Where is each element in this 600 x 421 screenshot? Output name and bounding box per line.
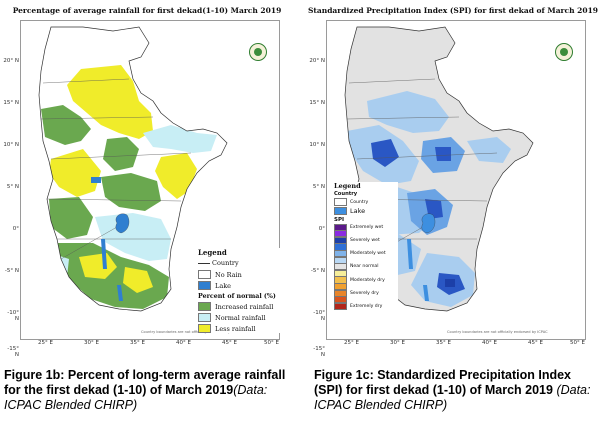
rainfall-legend: Legend Country No Rain Lake Percent of n… <box>198 248 280 333</box>
lat-label: -5° N <box>310 268 325 274</box>
left-figure-caption: Figure 1b: Percent of long-term average … <box>4 368 296 413</box>
rainfall-percent-map-panel: Percentage of average rainfall for first… <box>2 4 292 358</box>
less-swatch <box>198 324 211 333</box>
lon-label: 45° E <box>528 340 543 346</box>
lon-label: 25° E <box>344 340 359 346</box>
legend-row-normal: Normal rainfall <box>198 313 280 322</box>
lat-label: -10° N <box>7 310 19 322</box>
legend-row-increased: Increased rainfall <box>198 302 280 311</box>
legend-row-less: Less rainfall <box>198 324 280 333</box>
spi-legend: Legend Country Country Lake SPI Extremel… <box>334 182 398 311</box>
spi-class-swatch <box>334 302 347 311</box>
disclaimer: Country boundaries are not officially en… <box>141 330 242 334</box>
lon-label: 40° E <box>482 340 497 346</box>
legend-label: Normal rainfall <box>215 313 266 322</box>
spi-class-label: Severely dry <box>350 290 379 296</box>
legend-label: Less rainfall <box>215 324 256 333</box>
legend-row-country: Country <box>198 259 280 267</box>
lon-label: 45° E <box>222 340 237 346</box>
increased-swatch <box>198 302 211 311</box>
lat-label: 15° N <box>3 100 19 106</box>
legend-row-country: Country <box>334 198 398 206</box>
spi-class-label: Moderately wet <box>350 251 386 257</box>
map-title: Percentage of average rainfall for first… <box>12 6 282 15</box>
spi-class-label: Near normal <box>350 264 379 270</box>
spi-map-panel: Standardized Precipitation Index (SPI) f… <box>308 4 599 358</box>
legend-title: Legend <box>334 182 361 190</box>
map-frame: Country boundaries are not officially en… <box>20 20 280 340</box>
spi-class-label: Moderately dry <box>350 277 385 283</box>
lon-label: 30° E <box>84 340 99 346</box>
lake-swatch <box>334 207 347 215</box>
lon-label: 50° E <box>264 340 279 346</box>
lat-label: 0° <box>318 226 325 232</box>
country-line-swatch <box>198 262 210 264</box>
legend-label: Lake <box>350 207 366 215</box>
lat-label: 5° N <box>6 184 19 190</box>
lake-swatch <box>198 281 211 290</box>
lat-label: 15° N <box>309 100 325 106</box>
caption-note: (Data: ICPAC Blended CHIRP) <box>4 383 268 412</box>
country-swatch <box>334 198 347 206</box>
icpac-logo <box>555 43 573 61</box>
lon-label: 35° E <box>436 340 451 346</box>
legend-label: Country <box>212 259 239 267</box>
right-figure-caption: Figure 1c: Standardized Precipitation In… <box>314 368 598 413</box>
lat-label: 5° N <box>312 184 325 190</box>
lon-label: 40° E <box>176 340 191 346</box>
lat-label: 20° N <box>309 58 325 64</box>
lat-label: 20° N <box>3 58 19 64</box>
lon-label: 25° E <box>38 340 53 346</box>
legend-label: Increased rainfall <box>215 302 274 311</box>
spi-class-list: Extremely wet Severely wet Moderately wet N… <box>334 223 398 311</box>
spi-class-label: Extremely dry <box>350 303 383 309</box>
lat-label: -5° N <box>4 268 19 274</box>
lat-label: -15° N <box>7 346 19 358</box>
spi-header: SPI <box>334 217 345 223</box>
caption-text: Figure 1c: Standardized Precipitation In… <box>314 368 571 397</box>
legend-label: Lake <box>215 281 231 290</box>
percent-legend-title: Percent of normal (%) <box>198 293 276 300</box>
map-title: Standardized Precipitation Index (SPI) f… <box>308 6 599 15</box>
lon-label: 35° E <box>130 340 145 346</box>
legend-row-lake: Lake <box>198 281 280 290</box>
lon-label: 30° E <box>390 340 405 346</box>
lon-label: 50° E <box>570 340 585 346</box>
lat-label: 10° N <box>309 142 325 148</box>
icpac-logo <box>249 43 267 61</box>
country-header: Country <box>334 191 358 197</box>
lat-label: 10° N <box>3 142 19 148</box>
spi-class-label: Extremely wet <box>350 224 384 230</box>
normal-swatch <box>198 313 211 322</box>
lat-label: 0° <box>12 226 19 232</box>
lat-label: -15° N <box>313 346 325 358</box>
legend-row-no-rain: No Rain <box>198 270 280 279</box>
caption-text: Figure 1b: Percent of long-term average … <box>4 368 286 397</box>
legend-row-lake: Lake <box>334 207 398 215</box>
caption-note: (Data: ICPAC Blended CHIRP) <box>314 383 591 412</box>
spi-class-row: Extremely dry <box>334 302 398 311</box>
disclaimer: Country boundaries are not officially en… <box>447 330 548 334</box>
spi-class-label: Severely wet <box>350 237 380 243</box>
legend-label: Country <box>350 199 369 205</box>
legend-title: Legend <box>198 248 227 257</box>
legend-label: No Rain <box>215 270 242 279</box>
no-rain-swatch <box>198 270 211 279</box>
lat-label: -10° N <box>313 310 325 322</box>
rainfall-percent-map <box>38 26 228 312</box>
